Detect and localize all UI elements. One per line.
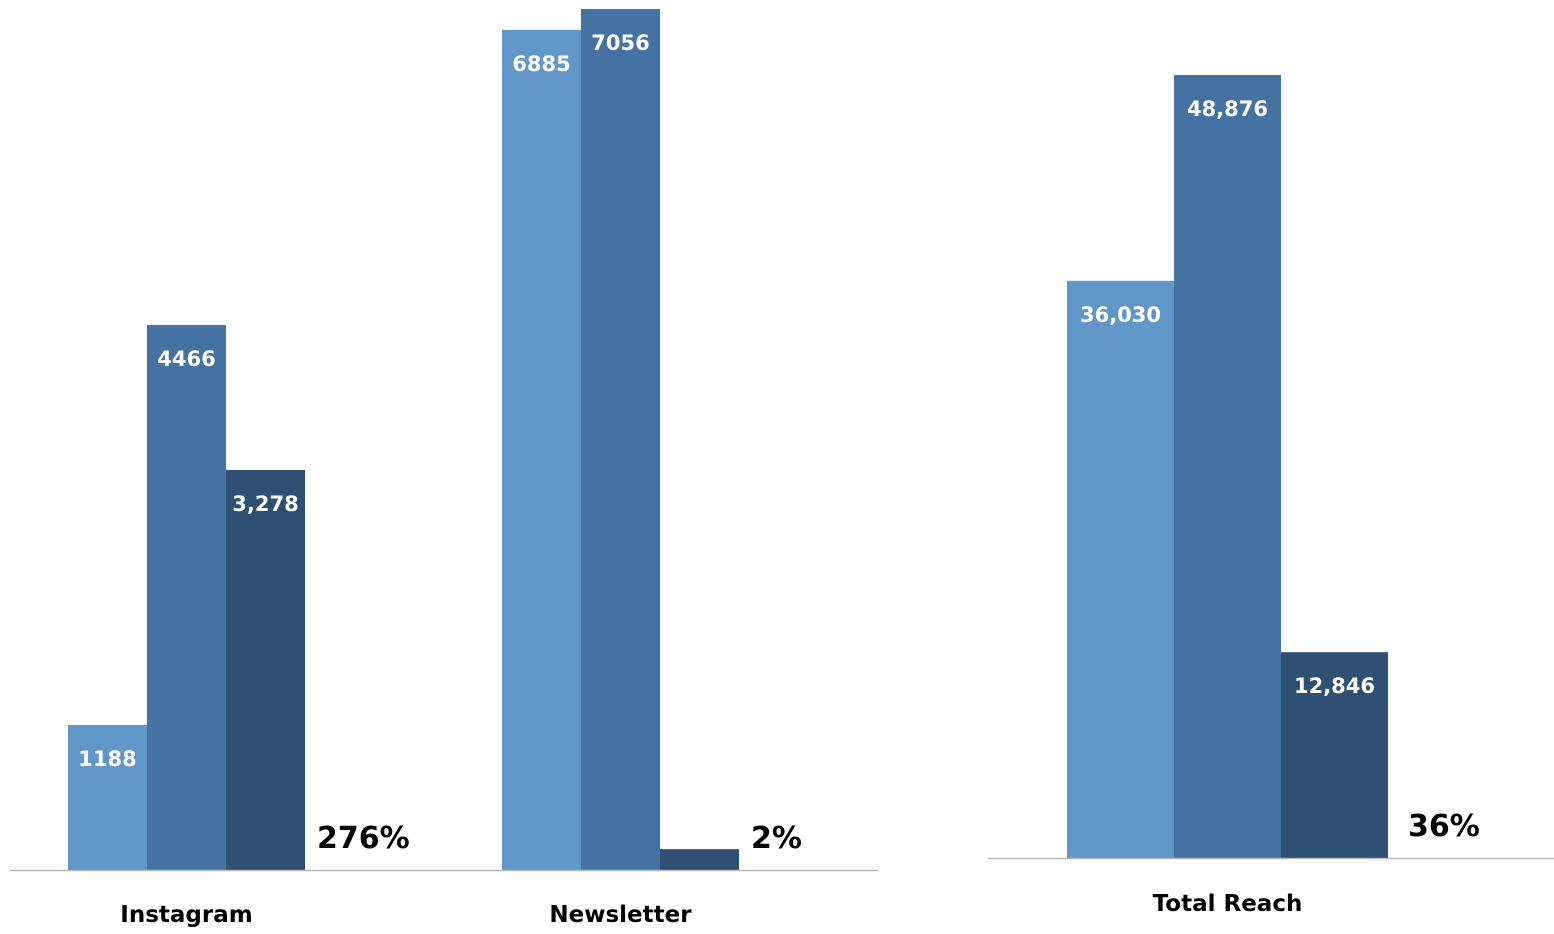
bar-label-newsletter-series-2: 7056 xyxy=(591,31,649,55)
change-label-instagram: 276% xyxy=(317,821,410,856)
bar-label-total-reach-series-1: 36,030 xyxy=(1080,303,1161,327)
bar-newsletter-series-1 xyxy=(502,29,581,870)
change-label-newsletter: 2% xyxy=(751,821,802,856)
bar-label-instagram-series-1: 1188 xyxy=(78,747,136,771)
category-label-newsletter: Newsletter xyxy=(549,902,692,928)
bar-label-newsletter-series-1: 6885 xyxy=(512,52,570,76)
bar-instagram-series-3 xyxy=(226,470,305,870)
chart-panel-2: 36,030 48,876 12,846 36% Total Reach xyxy=(988,75,1554,917)
category-label-instagram: Instagram xyxy=(120,902,252,928)
bar-total-reach-series-3 xyxy=(1281,652,1388,858)
bar-instagram-series-1 xyxy=(68,725,147,870)
bar-instagram-series-2 xyxy=(147,325,226,871)
bar-total-reach-series-1 xyxy=(1067,280,1174,858)
bar-label-total-reach-series-2: 48,876 xyxy=(1187,97,1268,121)
bar-newsletter-series-3 xyxy=(660,849,739,870)
bar-label-instagram-series-2: 4466 xyxy=(157,347,215,371)
category-label-total-reach: Total Reach xyxy=(1153,891,1303,917)
bar-newsletter-series-2 xyxy=(581,9,660,870)
bar-label-instagram-series-3: 3,278 xyxy=(232,492,298,516)
change-label-total-reach: 36% xyxy=(1408,809,1480,844)
bar-total-reach-series-2 xyxy=(1174,75,1281,858)
chart-panel-1: 1188 4466 3,278 276% Instagram 6885 7056 2% News… xyxy=(10,9,878,928)
bar-label-total-reach-series-3: 12,846 xyxy=(1294,674,1375,698)
